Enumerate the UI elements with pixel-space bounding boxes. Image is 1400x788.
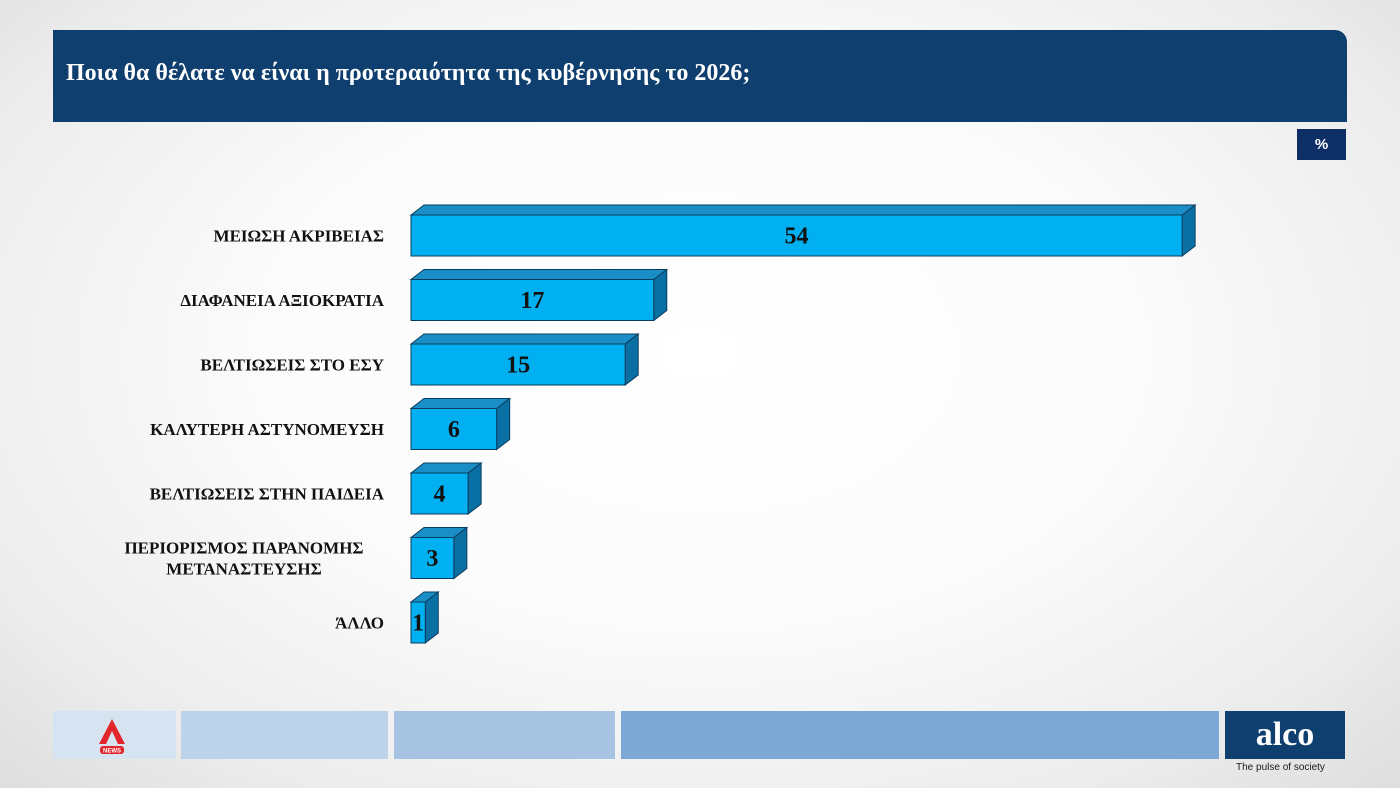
data-label: 1 (412, 611, 424, 637)
alco-logo: alco (1225, 711, 1345, 759)
page-title: Ποια θα θέλατε να είναι η προτεραιότητα … (66, 60, 751, 86)
bar (410, 408, 498, 450)
footer-block (181, 711, 388, 759)
bar (410, 343, 626, 386)
data-label: 6 (448, 417, 460, 443)
data-label: 3 (426, 546, 438, 572)
category-label: ΜΕΙΩΣΗ ΑΚΡΙΒΕΙΑΣ (214, 227, 384, 246)
bar-top-face (409, 269, 669, 280)
bar (410, 601, 426, 644)
logo-news-text: NEWS (103, 749, 121, 755)
title-banner: Ποια θα θέλατε να είναι η προτεραιότητα … (53, 30, 1347, 122)
data-label: 17 (520, 288, 544, 314)
footer-block (394, 711, 615, 759)
bar-top-face (409, 398, 512, 409)
brand-tagline: The pulse of society (1236, 762, 1325, 773)
category-label: ΆΛΛΟ (335, 614, 384, 633)
category-label: ΔΙΑΦΑΝΕΙΑ ΑΞΙΟΚΡΑΤΙΑ (180, 291, 384, 310)
bar (410, 279, 655, 321)
bar-top-face (409, 204, 1197, 216)
bar (410, 472, 469, 515)
category-label: ΒΕΛΤΙΩΣΕΙΣ ΣΤΗΝ ΠΑΙΔΕΙΑ (150, 485, 385, 504)
data-label: 15 (506, 353, 530, 379)
category-label: ΒΕΛΤΙΩΣΕΙΣ ΣΤΟ ΕΣΥ (200, 356, 384, 375)
unit-badge: % (1297, 129, 1346, 160)
alpha-news-logo-icon: NEWS (99, 719, 125, 755)
data-label: 4 (434, 482, 446, 508)
footer-block (621, 711, 1219, 759)
category-label: ΚΑΛΥΤΕΡΗ ΑΣΤΥΝΟΜΕΥΣΗ (150, 420, 384, 439)
category-label: ΠΕΡΙΟΡΙΣΜΟΣ ΠΑΡΑΝΟΜΗΣ ΜΕΤΑΝΑΣΤΕΥΣΗΣ (124, 539, 363, 579)
data-label: 54 (785, 224, 809, 250)
bar-top-face (409, 333, 640, 345)
bar (410, 537, 455, 579)
bar (410, 214, 1183, 257)
